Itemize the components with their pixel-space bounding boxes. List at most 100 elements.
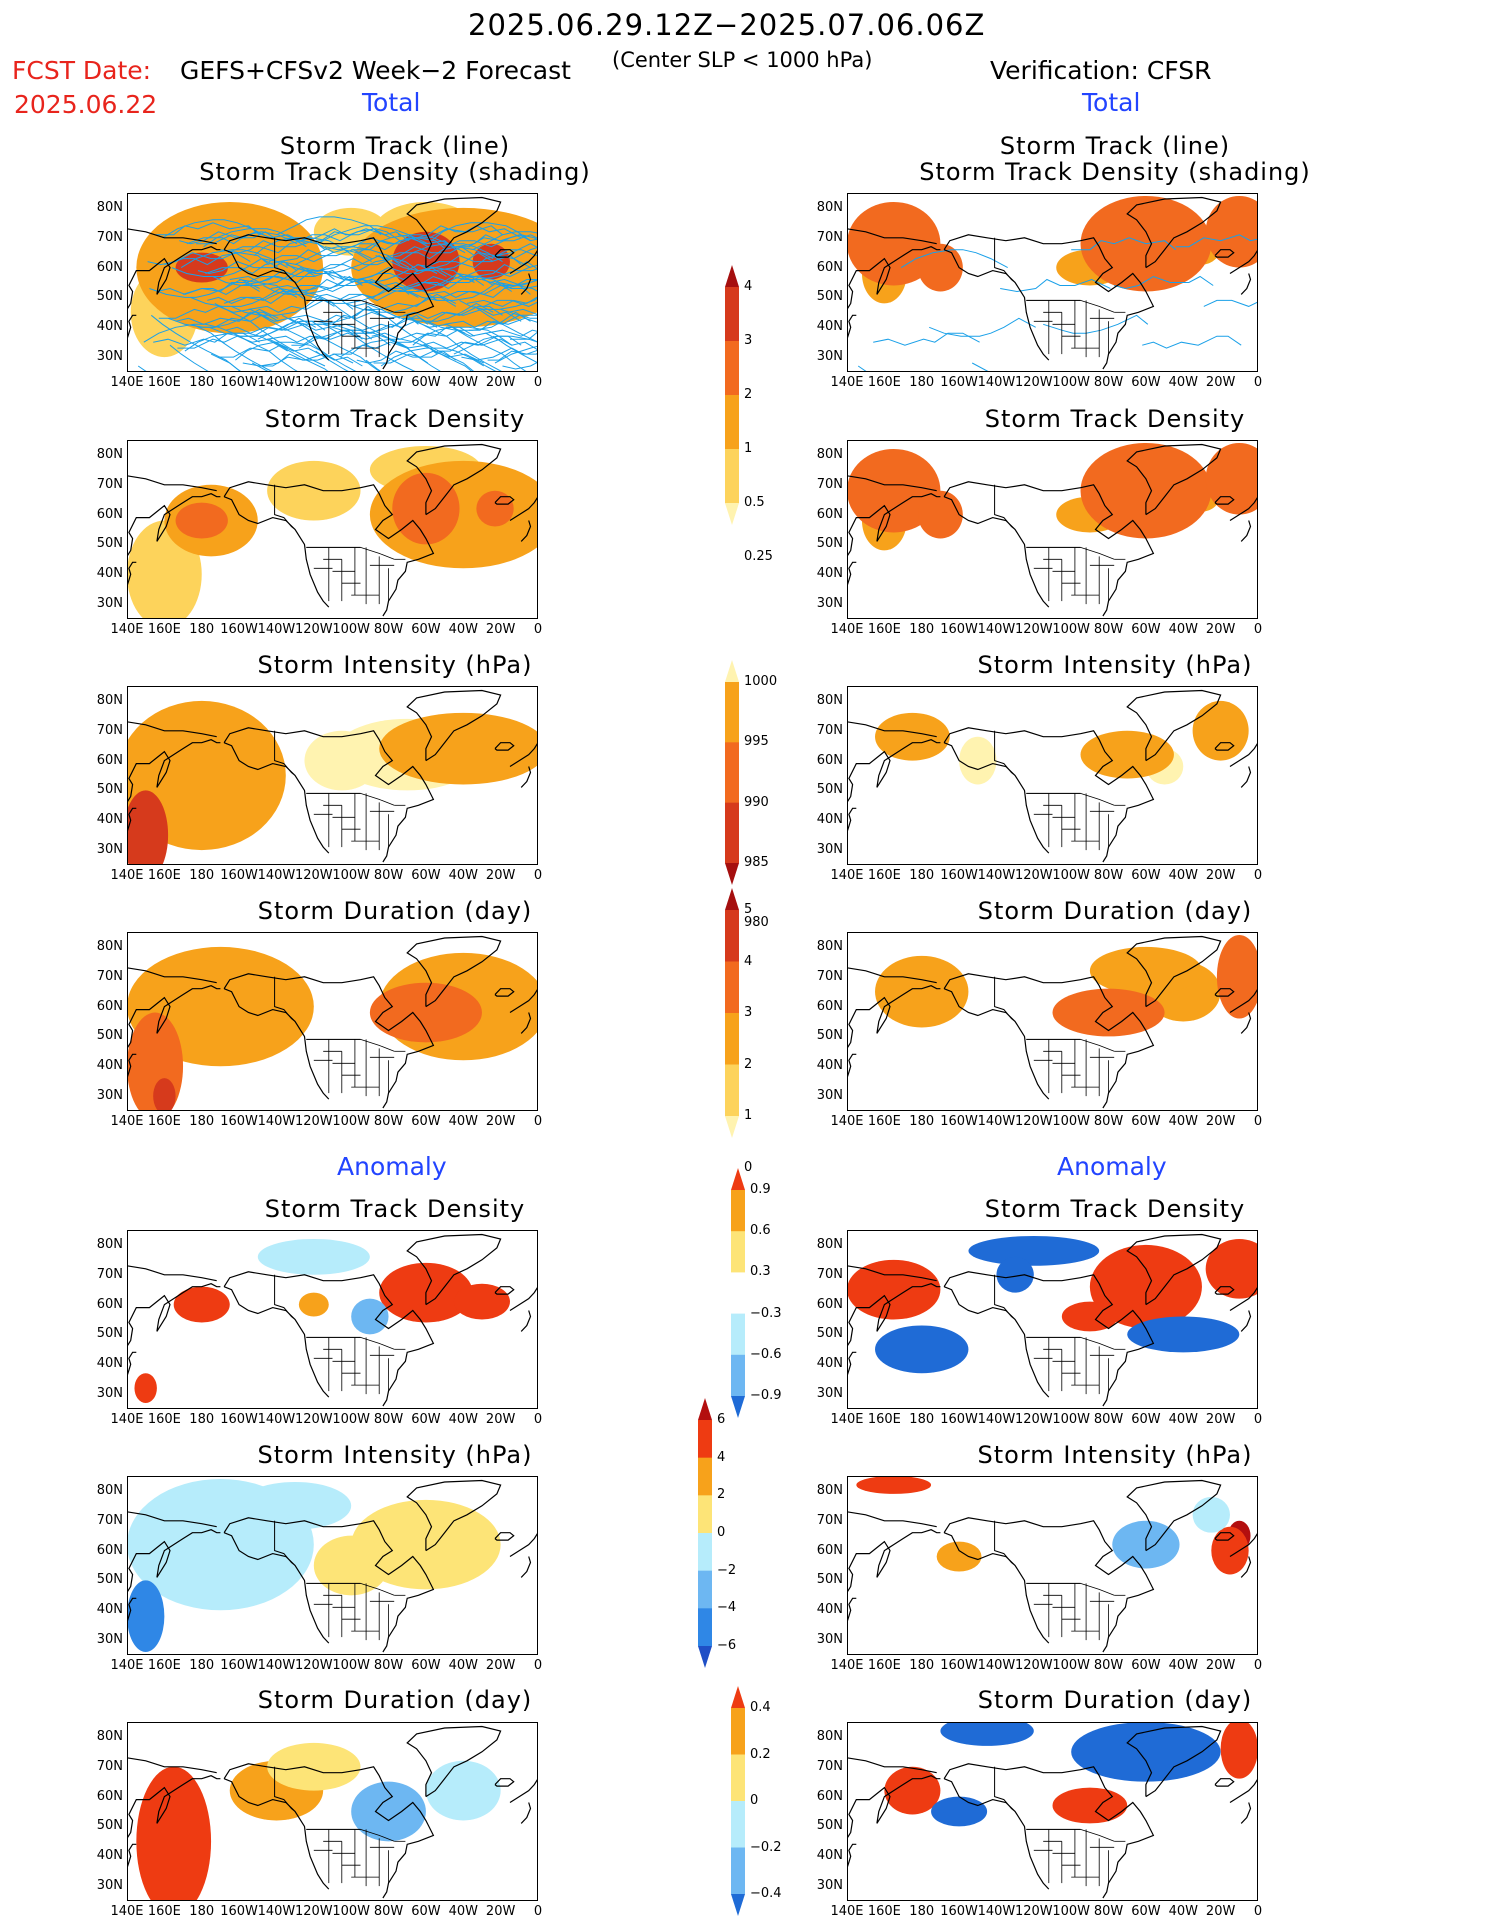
lon-tick-label: 120W [1014, 1412, 1053, 1427]
storm-track-line [414, 225, 522, 239]
colorbar-label: 0.4 [750, 1700, 771, 1715]
lon-tick-label: 180 [189, 1114, 215, 1129]
storm-track-line [431, 222, 531, 242]
colorbar-segment [725, 682, 739, 743]
map-frame [127, 932, 538, 1111]
storm-track-line [464, 264, 538, 278]
lon-tick-label: 140E [830, 1114, 864, 1129]
coastline [223, 727, 435, 863]
coastline [1214, 249, 1235, 258]
lat-tick-label: 40N [96, 1058, 123, 1074]
lat-tick-label: 40N [96, 812, 123, 828]
storm-track-line [1175, 234, 1258, 248]
coastline [847, 1757, 937, 1774]
lon-tick-label: 160W [220, 868, 258, 883]
shading-region [1080, 442, 1212, 539]
coastline [509, 1286, 538, 1312]
coastline [494, 1286, 515, 1295]
map-track-forecast: 80N 70N 60N 50N 40N 30N 140E 160E 180 160W 140W 120… [97, 193, 542, 390]
shading-region [1052, 988, 1165, 1037]
storm-track-line [513, 246, 538, 260]
coastline [406, 1479, 502, 1552]
coastline [847, 739, 941, 803]
lon-tick-label: 160W [220, 1658, 258, 1673]
lon-tick-label: 180 [909, 622, 935, 637]
storm-track-line [218, 344, 326, 358]
map-plot [847, 1722, 1258, 1901]
coastline [406, 935, 502, 1008]
lon-tick-label: 80W [1093, 1412, 1124, 1427]
coastline [127, 1283, 221, 1347]
lon-tick-label: 0 [1253, 1114, 1263, 1129]
lon-tick-label: 0 [533, 1114, 543, 1129]
lat-tick-label: 50N [816, 1326, 843, 1342]
storm-track-line [184, 332, 288, 352]
lon-tick-label: 0 [533, 375, 543, 390]
map-plot [127, 1230, 538, 1409]
storm-track-line [380, 347, 485, 367]
colorbar-segment [731, 1847, 745, 1895]
shading-region [856, 1476, 932, 1494]
lon-tick-label: 60W [411, 375, 441, 390]
lon-tick-label: 60W [411, 1114, 441, 1129]
country-border [994, 1274, 1016, 1320]
lat-tick-label: 80N [96, 692, 123, 708]
lat-tick-label: 40N [816, 1848, 843, 1864]
lat-tick-label: 70N [816, 968, 843, 984]
lon-tick-label: 60W [1131, 1658, 1161, 1673]
lon-tick-label: 100W [332, 868, 370, 883]
shading-region [134, 1373, 157, 1404]
storm-track-line [472, 231, 538, 251]
colorbar-label: 990 [744, 794, 769, 810]
coastline [494, 1532, 515, 1541]
shading-region [351, 1781, 426, 1842]
coastline [1229, 988, 1258, 1014]
storm-track-line [149, 278, 260, 298]
lon-tick-label: 40W [1168, 1114, 1198, 1129]
storm-track-line [929, 317, 1036, 337]
colorbar-segment [731, 1801, 745, 1848]
lon-tick-label: 80W [373, 375, 404, 390]
lon-tick-label: 140E [830, 375, 864, 390]
colorbar-segment [731, 1708, 745, 1755]
colorbar-segment [698, 1570, 712, 1609]
lon-tick-label: 160W [940, 375, 978, 390]
coastline [223, 234, 435, 370]
shading-region [313, 1535, 389, 1596]
coastline [1229, 1532, 1258, 1558]
coastline [406, 196, 502, 269]
lon-tick-label: 180 [909, 1412, 935, 1427]
lat-tick-label: 40N [96, 1356, 123, 1372]
coastline [1126, 1725, 1222, 1798]
colorbar-segment [725, 1064, 739, 1117]
coastline [494, 988, 515, 997]
lat-tick-label: 50N [96, 1326, 123, 1342]
map-frame [127, 686, 538, 865]
colorbar-cap [725, 265, 739, 287]
lat-tick-label: 70N [96, 1512, 123, 1528]
coastline [520, 520, 532, 542]
lon-tick-label: 180 [189, 1904, 215, 1919]
lon-tick-label: 0 [1253, 1658, 1263, 1673]
colorbar-cap [725, 660, 739, 682]
colorbar-label: −0.3 [750, 1305, 782, 1321]
lat-tick-label: 40N [96, 566, 123, 582]
lat-tick-label: 80N [816, 1236, 843, 1252]
storm-track-line [382, 246, 494, 260]
storm-track-line [156, 282, 260, 295]
storm-track-line [255, 311, 358, 372]
map-intensity-anomaly-verification: 80N 70N 60N 50N 40N 30N 140E 160E 180 160W 140W 120… [817, 1476, 1262, 1673]
criterion-note: (Center SLP < 1000 hPa) [612, 48, 873, 72]
lon-tick-label: 0 [533, 1412, 543, 1427]
storm-track-line [440, 260, 538, 280]
colorbar-intensity-anomaly: 6 4 2 0 −2 −4 −6 [697, 1398, 736, 1672]
storm-track-line [150, 314, 243, 372]
shading-region [239, 1481, 352, 1530]
coastline [847, 246, 941, 310]
map-duration-anomaly-verification: 80N 70N 60N 50N 40N 30N 140E 160E 180 160W 140W 120… [817, 1722, 1262, 1919]
map-frame [127, 440, 538, 619]
coastline [127, 1529, 221, 1593]
coastline [847, 1511, 937, 1528]
shading-region [153, 1078, 176, 1111]
map-plot [127, 686, 538, 865]
